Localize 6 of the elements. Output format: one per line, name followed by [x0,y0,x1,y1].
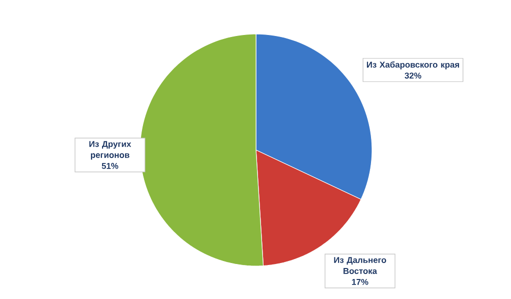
slice-label: Из Дальнего Востока [334,257,386,274]
data-label: 51% [102,162,118,169]
data-label: 32% [404,72,422,79]
data-label: 17% [352,278,368,285]
slice-label: Из Других регионов [89,141,132,160]
slice-label: Из Хабаровского края [366,61,460,70]
